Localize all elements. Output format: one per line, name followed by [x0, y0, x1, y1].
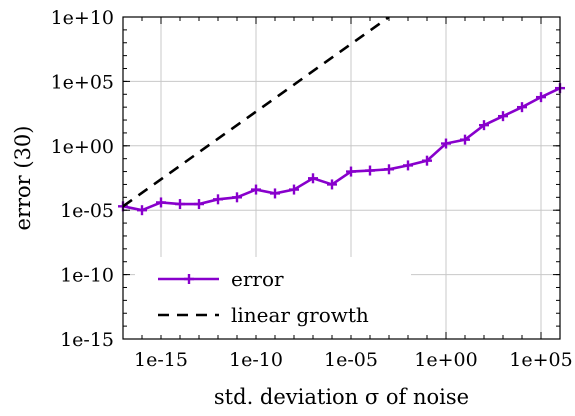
data-point-error	[194, 199, 204, 210]
data-point-error	[289, 184, 299, 195]
legend-marker-error	[184, 274, 194, 284]
y-tick-label: 1e+00	[51, 136, 114, 158]
data-point-error	[175, 199, 185, 210]
y-tick-label: 1e+10	[51, 7, 114, 29]
data-point-error	[270, 188, 280, 199]
data-point-error	[327, 179, 337, 190]
series-line-error	[123, 86, 560, 212]
data-point-error	[441, 138, 451, 149]
y-tick-label: 1e+05	[51, 71, 114, 93]
legend-box	[135, 257, 411, 335]
data-point-error	[498, 111, 508, 122]
data-point-error	[517, 102, 527, 113]
data-point-error	[308, 173, 318, 184]
data-point-error	[384, 164, 394, 175]
data-point-error	[346, 166, 356, 177]
data-point-error	[365, 165, 375, 176]
x-axis-title: std. deviation σ of noise	[214, 385, 469, 409]
data-point-error	[460, 134, 470, 145]
ticks	[122, 16, 561, 340]
data-point-error	[536, 92, 546, 103]
x-tick-label: 1e+05	[509, 349, 572, 371]
legend-label-linear-growth: linear growth	[231, 303, 369, 327]
data-point-error	[156, 197, 166, 208]
data-point-error	[422, 155, 432, 166]
y-axis-title: error (30)	[11, 126, 35, 231]
tick-labels: 1e-15 1e-10 1e-05 1e+00 1e+05 1e-15 1e-10 1e-05…	[51, 7, 573, 371]
series-line-linear-growth	[123, 17, 390, 208]
y-tick-label: 1e-10	[60, 265, 114, 287]
data-point-error	[479, 120, 489, 131]
data-point-error	[232, 192, 242, 203]
x-tick-label: 1e-10	[229, 349, 283, 371]
x-tick-label: 1e+00	[414, 349, 477, 371]
y-tick-label: 1e-15	[60, 329, 114, 351]
legend-label-error: error	[231, 267, 284, 291]
plot-frame	[122, 16, 561, 340]
y-tick-label: 1e-05	[60, 200, 114, 222]
data-point-error	[213, 194, 223, 205]
data-point-error	[251, 184, 261, 195]
x-tick-label: 1e-05	[324, 349, 378, 371]
x-tick-label: 1e-15	[134, 349, 188, 371]
series-layer	[118, 17, 565, 216]
legend: error linear growth	[135, 257, 411, 335]
data-point-error	[137, 205, 147, 216]
data-point-error	[403, 160, 413, 171]
